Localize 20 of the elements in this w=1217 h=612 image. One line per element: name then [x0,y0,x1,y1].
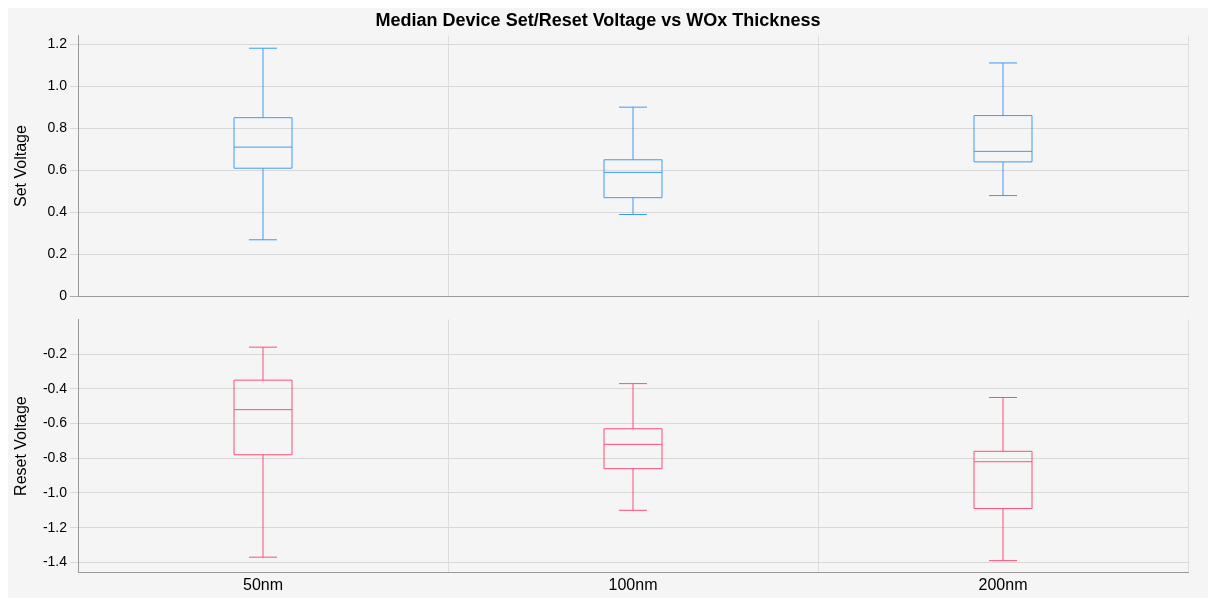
y-tick-label: 0 [59,287,68,304]
y-tick-label: -1.4 [42,553,68,570]
chart-title: Median Device Set/Reset Voltage vs WOx Thickness [375,9,821,30]
y-tick-label: -0.6 [42,414,68,431]
y-tick-label: 0.2 [47,245,68,262]
y-tick-label: -1.0 [42,483,68,500]
y-tick-label: 0.6 [47,161,68,178]
y-tick-label: 0.4 [47,203,68,220]
x-tick-label: 200nm [978,575,1028,593]
x-tick-label: 50nm [242,575,284,593]
y-axis-title: Reset Voltage [12,396,30,496]
y-tick-label: -1.2 [42,518,68,535]
y-tick-label: 1.2 [47,34,68,51]
y-tick-label: -0.4 [42,379,68,396]
y-axis-title: Set Voltage [12,125,30,208]
y-tick-label: 1.0 [47,76,68,93]
x-tick-label: 100nm [608,575,658,593]
y-tick-label: -0.2 [42,344,68,361]
y-tick-label: -0.8 [42,449,68,466]
y-tick-label: 0.8 [47,119,68,136]
